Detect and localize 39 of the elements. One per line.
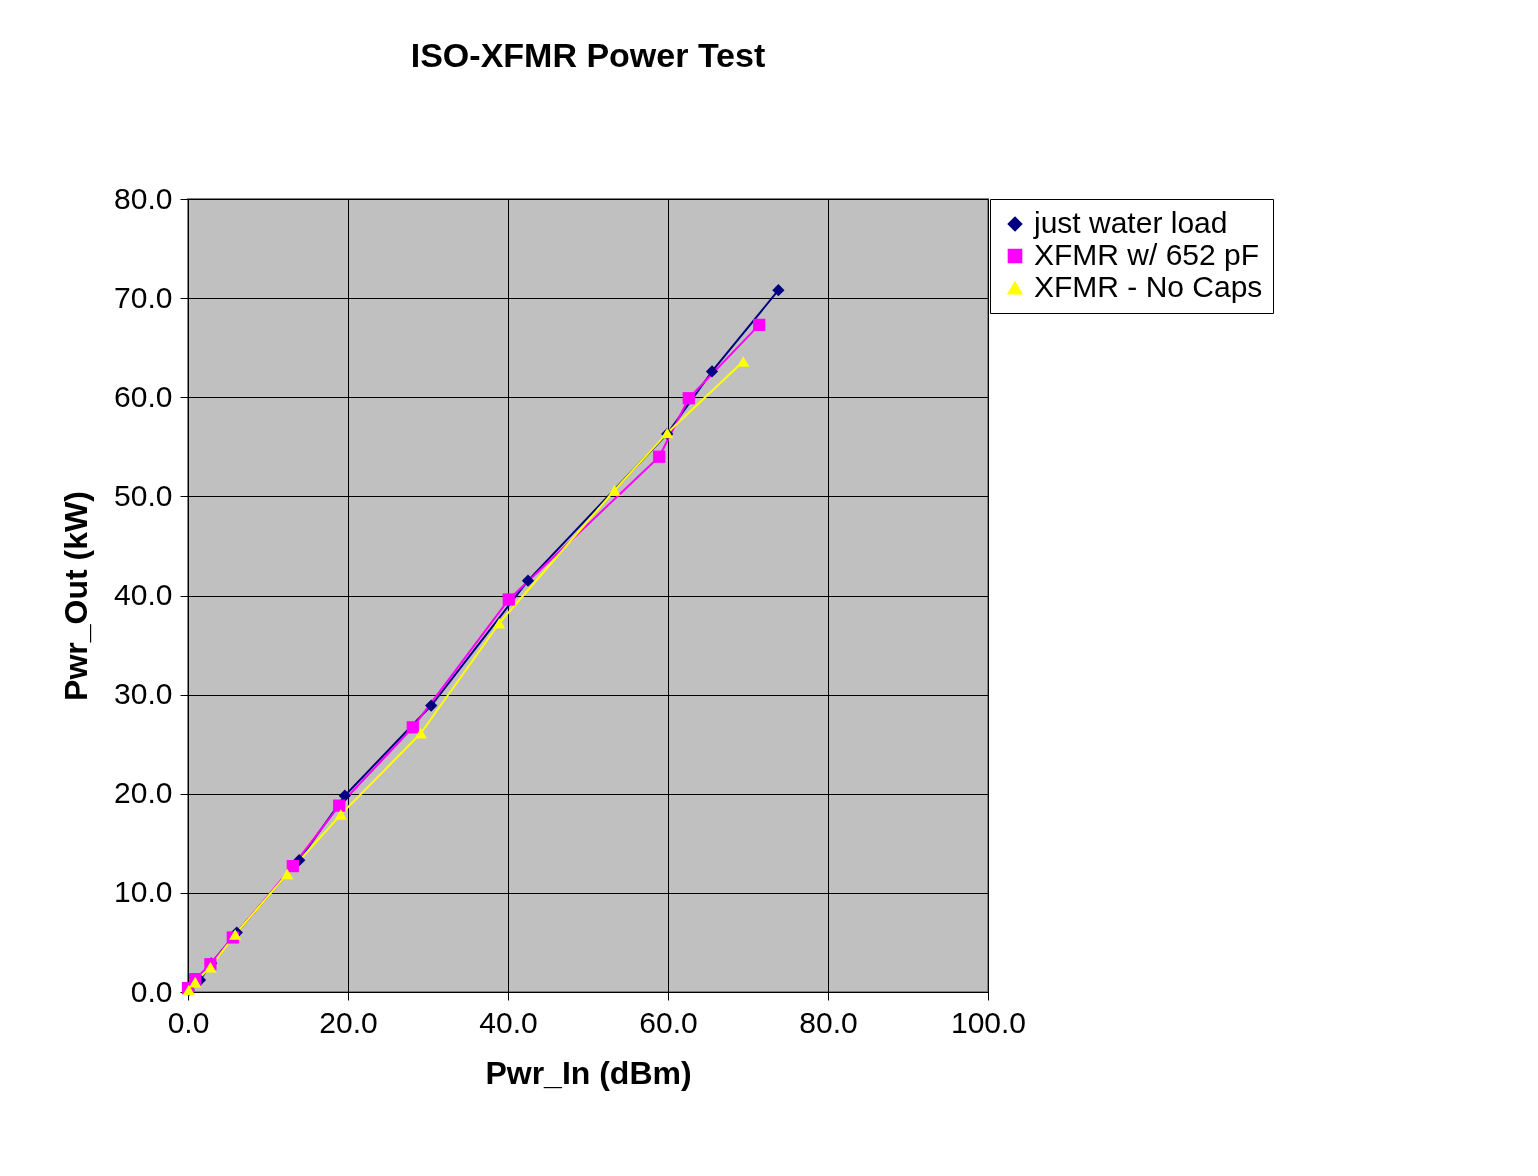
point (682, 392, 695, 405)
x-tick-label: 80.0 (799, 1005, 858, 1039)
point (425, 699, 438, 712)
chart-title: ISO-XFMR Power Test (410, 36, 766, 74)
legend-label: XFMR w/ 652 pF (1034, 238, 1260, 271)
point (493, 617, 506, 629)
point (338, 789, 351, 802)
y-tick-label: 10.0 (114, 875, 173, 909)
y-tick-label: 40.0 (114, 578, 173, 611)
x-tick-label: 60.0 (639, 1005, 698, 1039)
x-axis-title: Pwr_In (dBm) (485, 1054, 692, 1091)
y-tick-label: 80.0 (114, 181, 173, 215)
y-tick-label: 0.0 (130, 974, 173, 1008)
point (753, 318, 766, 332)
point (608, 485, 621, 496)
point (333, 799, 346, 812)
y-tick-label: 30.0 (114, 677, 173, 711)
point (705, 365, 719, 378)
point (281, 868, 294, 880)
point (406, 721, 419, 734)
y-tick-label: 50.0 (114, 478, 173, 512)
y-tick-label: 20.0 (114, 776, 173, 810)
x-tick-label: 40.0 (479, 1005, 538, 1039)
point (737, 356, 750, 367)
point (772, 284, 785, 297)
y-tick-label: 70.0 (114, 280, 173, 314)
x-tick-label: 0.0 (167, 1005, 210, 1039)
point (653, 450, 666, 463)
y-tick-label: 60.0 (114, 379, 173, 413)
x-tick-label: 20.0 (319, 1005, 378, 1039)
legend-label: XFMR - No Caps (1034, 270, 1263, 303)
point (502, 593, 515, 606)
x-tick-label: 100.0 (950, 1005, 1027, 1039)
point (334, 809, 347, 820)
point (521, 574, 535, 587)
y-axis-title: Pwr_Out (kW) (58, 491, 95, 701)
point (414, 727, 427, 739)
point (286, 859, 299, 873)
legend-label: just water load (1033, 206, 1228, 239)
